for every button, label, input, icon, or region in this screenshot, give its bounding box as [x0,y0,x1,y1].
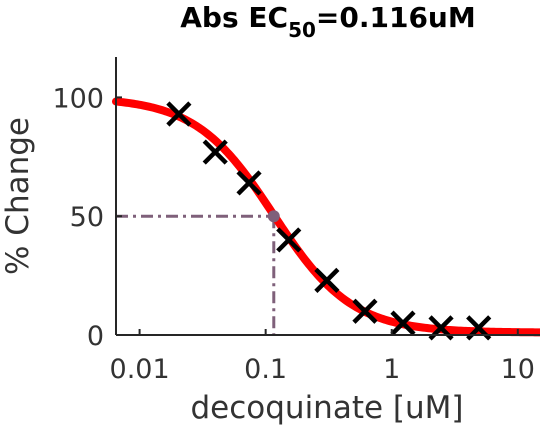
data-point [202,139,228,165]
x-tick-label: 0.1 [244,354,287,385]
data-point [390,310,416,336]
axes [115,57,540,336]
chart-title-subscript: 50 [288,18,316,42]
y-axis-label: % Change [0,117,36,275]
y-ticks: 0 50 100 [52,83,122,352]
data-point [166,101,192,127]
y-tick-label: 50 [70,202,104,233]
data-point [314,267,340,293]
data-point [352,298,378,324]
x-tick-label: 0.01 [110,354,170,385]
x-ticks: 0.01 0.1 1 10 [110,329,535,385]
y-tick-label: 100 [52,83,104,114]
chart-title: Abs EC50=0.116uM [180,1,475,42]
plot-area [112,97,540,341]
ec50-guide-lines [116,214,276,335]
ec50-point [267,210,280,223]
data-point [236,170,262,196]
x-axis-label: decoquinate [uM] [190,390,463,426]
chart-title-suffix: =0.116uM [316,1,476,34]
fit-curve [112,97,540,337]
chart-title-prefix: Abs EC [180,1,288,34]
data-point [276,227,302,253]
y-tick-label: 0 [87,321,104,352]
x-tick-label: 10 [501,354,535,385]
x-tick-label: 1 [383,354,400,385]
